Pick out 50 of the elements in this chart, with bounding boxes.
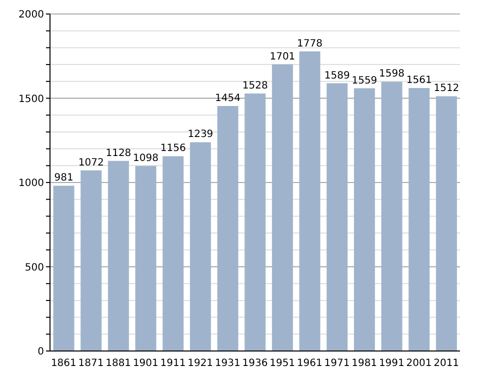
x-tick-label: 1921 (188, 358, 214, 370)
bar (190, 142, 211, 351)
x-tick-label: 1936 (242, 358, 268, 370)
bar (135, 166, 156, 351)
bar (381, 82, 402, 351)
data-label: 1454 (215, 93, 241, 104)
bar (436, 96, 457, 351)
x-tick-label: 1901 (132, 358, 158, 370)
bar (80, 170, 102, 351)
data-label: 1156 (160, 143, 186, 154)
x-tick-label: 1951 (270, 358, 296, 370)
y-tick-label: 2000 (18, 10, 44, 21)
data-label: 1561 (406, 74, 432, 86)
data-label: 1098 (133, 152, 159, 164)
bar (244, 94, 266, 351)
x-tick-label: 1961 (296, 358, 322, 370)
x-tick-label: 1861 (50, 358, 76, 370)
bar (162, 156, 184, 351)
y-tick-label: 1000 (18, 178, 44, 190)
y-tick-label: 500 (24, 262, 44, 274)
x-tick-label: 2001 (406, 358, 432, 370)
y-tick-label: 0 (38, 346, 44, 358)
bar (53, 186, 74, 351)
data-label: 1128 (106, 148, 132, 159)
data-label: 1559 (352, 75, 378, 86)
data-label: 981 (54, 172, 74, 184)
y-tick-label: 1500 (18, 94, 44, 105)
x-tick-label: 2011 (434, 358, 460, 370)
bar (108, 160, 129, 351)
bar (408, 88, 430, 351)
bar (326, 83, 348, 351)
data-label: 1589 (324, 70, 350, 82)
bar (217, 106, 238, 351)
x-tick-label: 1981 (352, 358, 378, 370)
data-label: 1239 (188, 129, 214, 140)
x-tick-label: 1991 (378, 358, 404, 370)
bar (299, 51, 320, 351)
x-tick-label: 1881 (106, 358, 132, 370)
data-label: 1778 (297, 38, 323, 50)
data-label: 1598 (379, 68, 405, 80)
data-label: 1701 (270, 51, 296, 62)
x-tick-label: 1931 (214, 358, 240, 370)
x-tick-label: 1911 (160, 358, 186, 370)
data-label: 1528 (242, 80, 268, 92)
data-label: 1512 (434, 83, 460, 94)
bar (354, 88, 375, 351)
bar (272, 64, 293, 351)
x-tick-label: 1871 (78, 358, 104, 370)
data-label: 1072 (78, 157, 104, 168)
x-tick-label: 1971 (324, 358, 350, 370)
